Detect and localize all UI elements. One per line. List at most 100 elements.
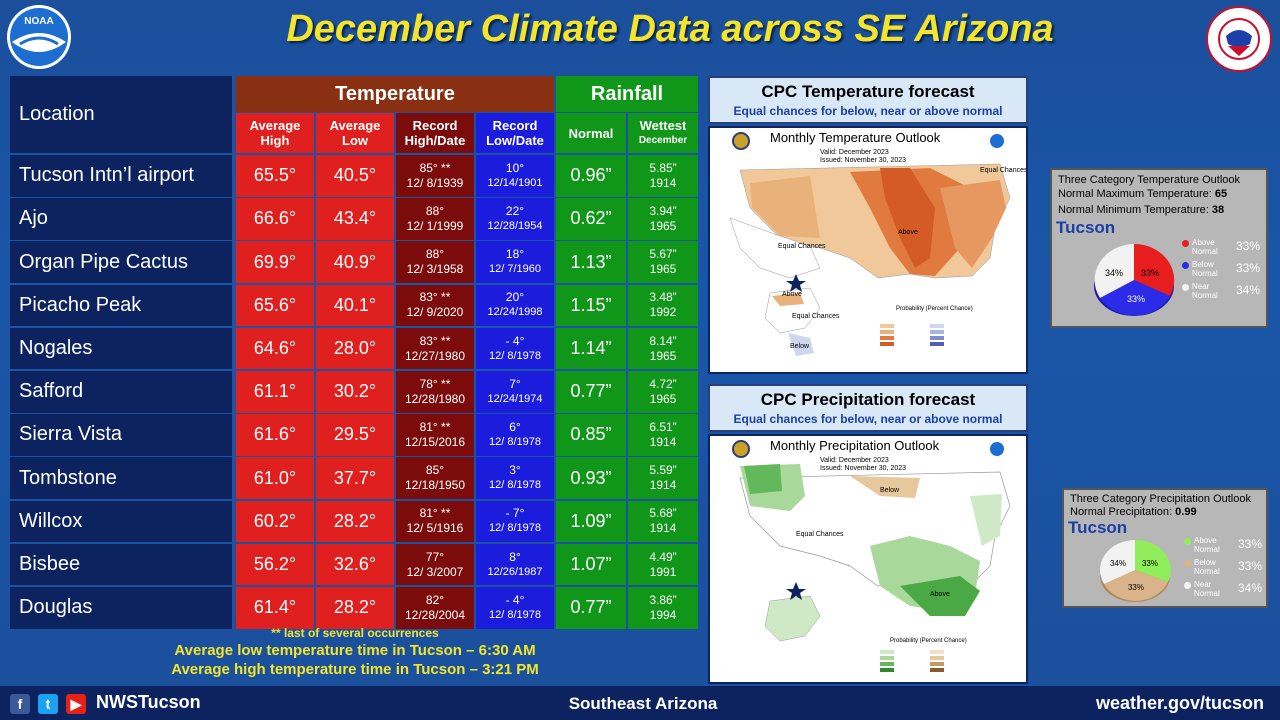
legend-pct: 34% — [1238, 581, 1263, 595]
wettest-value: 5.68” — [649, 506, 677, 521]
legend-label: Near Normal — [1194, 580, 1220, 598]
temp-outlook-title: Three Category Temperature Outlook — [1058, 174, 1240, 186]
precip-pie-near-pct: 34% — [1110, 559, 1126, 568]
record-high-value: 78° ** — [419, 376, 451, 391]
record-low-cell: - 7° 12/ 8/1978 — [476, 500, 554, 543]
record-high-date: 12/ 1/1999 — [406, 218, 464, 233]
wettest-date: 1992 — [649, 305, 677, 320]
temp-max-value: 65 — [1214, 188, 1228, 200]
avg-high-cell: 61.6° — [236, 414, 314, 456]
record-high-cell: 85° ** 12/ 8/1939 — [396, 155, 474, 197]
record-low-value: 8° — [509, 549, 521, 564]
record-high-date: 12/ 3/2007 — [406, 564, 464, 579]
wettest-cell: 5.59” 1914 — [628, 457, 698, 499]
location-name: Bisbee — [10, 543, 234, 586]
avg-low-cell: 40.5° — [316, 155, 394, 197]
normal-rain-cell: 0.77” — [556, 371, 626, 413]
record-high-value: 81° ** — [419, 506, 451, 521]
wettest-cell: 5.68” 1914 — [628, 500, 698, 543]
temp-forecast-sub: Equal chances for below, near or above n… — [733, 104, 1003, 118]
social-handle[interactable]: NWSTucson — [96, 692, 201, 712]
wettest-cell: 3.94” 1965 — [628, 198, 698, 240]
legend-dot — [1182, 284, 1189, 291]
location-header: Location — [10, 76, 234, 153]
record-low-cell: 10° 12/14/1901 — [476, 155, 554, 197]
record-high-date: 12/28/2004 — [404, 607, 466, 622]
record-high-cell: 83° ** 12/27/1980 — [396, 327, 474, 370]
legend-pct: 33% — [1236, 239, 1261, 253]
record-high-value: 81° ** — [419, 419, 451, 434]
record-low-value: 18° — [505, 247, 525, 262]
temp-outlook-map-graphic: Above Above Below Equal Chances Equal Ch… — [729, 163, 1026, 356]
avg-low-cell: 40.9° — [316, 241, 394, 283]
avg-low-cell: 29.5° — [316, 414, 394, 456]
twitter-icon[interactable]: t — [38, 694, 58, 714]
record-high-value: 82° — [425, 592, 445, 607]
col-record-high: Record High/Date — [396, 113, 474, 153]
legend-pct: 34% — [1236, 283, 1261, 297]
wettest-value: 3.48” — [649, 290, 677, 305]
avg-low-cell: 32.6° — [316, 543, 394, 586]
record-low-cell: 20° 12/24/1998 — [476, 284, 554, 327]
facebook-icon[interactable]: f — [10, 694, 30, 714]
precip-outlook-map: Monthly Precipitation Outlook Valid: Dec… — [708, 434, 1028, 684]
record-high-cell: 83° ** 12/ 9/2020 — [396, 284, 474, 327]
location-name: Tucson Intn’l airport — [10, 155, 234, 197]
precip-normal-label: Normal Precipitation: — [1070, 506, 1173, 518]
avg-low-cell: 28.0° — [316, 327, 394, 370]
wettest-cell: 8.14” 1965 — [628, 327, 698, 370]
record-low-cell: 18° 12/ 7/1960 — [476, 241, 554, 283]
record-low-value: 6° — [509, 419, 521, 434]
legend-pct: 33% — [1238, 559, 1263, 573]
legend-label: Below Normal — [1192, 260, 1218, 278]
precip-map-below-label: Below — [880, 487, 900, 494]
footer-url[interactable]: weather.gov/tucson — [1095, 693, 1264, 713]
legend-label: Near Normal — [1192, 282, 1218, 300]
avg-low-cell: 28.2° — [316, 500, 394, 543]
wettest-value: 4.72” — [649, 376, 677, 391]
wettest-value: 6.51” — [649, 419, 677, 434]
legend-label: Above Normal — [1194, 536, 1220, 554]
record-high-cell: 81° ** 12/15/2016 — [396, 414, 474, 456]
temp-forecast-title: CPC Temperature forecast — [761, 82, 975, 101]
temp-map-below-label: Below — [790, 343, 810, 350]
youtube-icon[interactable]: ▶ — [66, 694, 86, 714]
normal-rain-cell: 0.93” — [556, 457, 626, 499]
normal-rain-cell: 1.07” — [556, 543, 626, 586]
precip-map-issued: Issued: November 30, 2023 — [820, 465, 906, 472]
wettest-date: 1914 — [649, 434, 677, 449]
temp-pie-above-pct: 33% — [1141, 268, 1159, 278]
temp-map-equal-label-ne: Equal Chances — [980, 167, 1026, 174]
location-name: Sierra Vista — [10, 414, 234, 456]
col-wettest-line2: December — [638, 135, 688, 146]
location-name: Willcox — [10, 500, 234, 543]
normal-rain-cell: 1.13” — [556, 241, 626, 283]
wettest-cell: 5.85” 1914 — [628, 155, 698, 197]
footer-region: Southeast Arizona — [568, 694, 718, 713]
wettest-value: 5.85” — [649, 160, 677, 175]
record-low-cell: 3° 12/ 8/1978 — [476, 457, 554, 499]
legend-label: Below Normal — [1194, 558, 1220, 576]
record-low-date: 12/ 7/1960 — [489, 263, 541, 276]
avg-high-cell: 69.9° — [236, 241, 314, 283]
record-low-value: - 4° — [505, 592, 525, 607]
wettest-value: 4.49” — [649, 549, 677, 564]
wettest-date: 1991 — [649, 564, 677, 579]
record-low-value: 10° — [505, 160, 525, 175]
doc-seal-icon — [732, 440, 750, 458]
precip-map-valid: Valid: December 2023 — [820, 457, 889, 464]
temp-outlook-map: Monthly Temperature Outlook Valid: Decem… — [708, 126, 1028, 374]
record-high-date: 12/ 5/1916 — [406, 521, 464, 536]
record-low-date: 12/26/1987 — [487, 565, 543, 578]
normal-rain-cell: 0.85” — [556, 414, 626, 456]
temp-max-label: Normal Maximum Temperature: — [1058, 188, 1212, 200]
record-low-date: 12/28/1954 — [487, 219, 543, 232]
precip-forecast-title: CPC Precipitation forecast — [760, 390, 976, 409]
record-low-value: 7° — [509, 376, 521, 391]
precip-map-prob-label: Probability (Percent Chance) — [890, 638, 967, 644]
location-name: Safford — [10, 371, 234, 413]
record-low-date: 12/ 8/1978 — [489, 522, 541, 535]
avg-high-cell: 65.5° — [236, 155, 314, 197]
record-low-value: 3° — [509, 463, 521, 478]
temp-map-valid: Valid: December 2023 — [820, 149, 889, 156]
